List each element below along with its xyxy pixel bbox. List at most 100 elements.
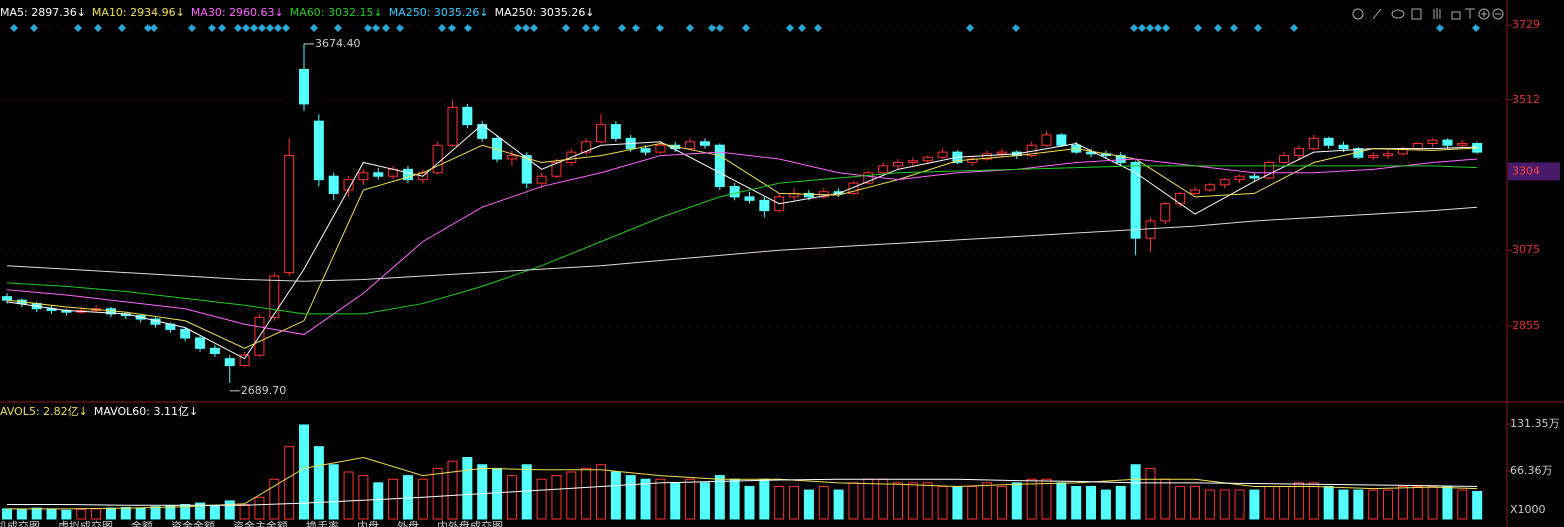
tab[interactable]: 换手率 xyxy=(306,519,339,527)
signal-marker xyxy=(144,24,152,32)
tab[interactable]: 金额 xyxy=(131,519,153,527)
candle-body xyxy=(1279,155,1290,163)
signal-marker xyxy=(396,24,404,32)
candle-body xyxy=(699,141,710,146)
settings-icon[interactable] xyxy=(1352,8,1364,20)
tab[interactable]: 虚拟成交图 xyxy=(58,519,113,527)
volume-bar xyxy=(1234,489,1245,520)
candle-body xyxy=(373,172,384,177)
tab[interactable]: 外盘 xyxy=(397,519,419,527)
volume-bar xyxy=(1412,485,1423,520)
legend: MA5: 2897.36↓ MA10: 2934.96↓ MA30: 2960.63… xyxy=(0,6,595,19)
hand-icon[interactable] xyxy=(1433,8,1441,19)
signal-marker xyxy=(686,24,694,32)
candle-body xyxy=(922,156,933,162)
tab[interactable]: 机成交图 xyxy=(0,519,40,527)
volume-bar xyxy=(358,475,369,520)
volume-bar xyxy=(417,478,428,520)
signal-marker xyxy=(742,24,750,32)
candle-body xyxy=(521,155,532,184)
y-tick-label: 3512 xyxy=(1512,93,1540,106)
volume-bar xyxy=(1219,489,1230,520)
candle-body xyxy=(1383,153,1394,157)
candle-body xyxy=(1190,189,1200,194)
volume-bar xyxy=(818,485,829,520)
candle-body xyxy=(878,165,889,174)
volume-bar xyxy=(536,478,547,520)
signal-marker xyxy=(1162,24,1170,32)
candle-body xyxy=(1234,175,1245,181)
volume-bar xyxy=(744,485,755,520)
signal-marker xyxy=(1130,24,1138,32)
candle-body xyxy=(1264,161,1275,179)
tab[interactable]: 内外盘成交图 xyxy=(437,519,503,527)
volume-bar xyxy=(878,478,889,520)
zoom-out-icon[interactable] xyxy=(1492,8,1504,20)
volume-bar xyxy=(284,446,295,520)
signal-marker xyxy=(1290,24,1298,32)
volume-bar xyxy=(1026,478,1037,520)
volume-bar xyxy=(150,506,161,520)
candle-body xyxy=(759,199,770,212)
candle-body xyxy=(551,161,562,177)
signal-marker xyxy=(382,24,390,32)
volume-bar xyxy=(670,482,681,520)
volume-bar xyxy=(1427,485,1438,520)
tab[interactable]: 资金金额 xyxy=(171,519,215,527)
volume-bar xyxy=(1397,485,1408,520)
signal-marker xyxy=(1154,24,1162,32)
candle-body xyxy=(328,175,339,194)
draw-icon[interactable] xyxy=(1372,8,1382,20)
candle-body xyxy=(893,161,903,167)
signal-marker xyxy=(448,24,456,32)
signal-marker xyxy=(618,24,626,32)
volume-bar xyxy=(1457,489,1468,520)
candle-body xyxy=(937,151,948,158)
volume-bar xyxy=(1011,482,1022,520)
candle-body xyxy=(907,160,918,163)
volume-bar xyxy=(432,467,443,520)
signal-marker xyxy=(150,24,158,32)
candle-body xyxy=(284,155,295,274)
signal-marker xyxy=(514,24,522,32)
candle-body xyxy=(195,337,206,349)
signal-marker xyxy=(266,24,274,32)
signal-marker xyxy=(1012,24,1020,32)
view-icon[interactable] xyxy=(1391,9,1405,19)
tab[interactable]: 资金主金额 xyxy=(233,519,288,527)
copy-icon[interactable] xyxy=(1411,8,1422,20)
volume-bar xyxy=(343,471,354,520)
candle-body xyxy=(1115,155,1126,163)
candle-body xyxy=(209,347,220,354)
ma-line xyxy=(6,143,1478,349)
volume-bar xyxy=(581,467,592,520)
top-icon[interactable] xyxy=(1465,8,1475,19)
volume-bar xyxy=(699,482,710,520)
candle-body xyxy=(313,120,324,181)
ma-line xyxy=(6,165,1478,315)
volume-bar xyxy=(91,508,102,520)
legend-entry: MAVOL60: 3.11亿↓ xyxy=(94,405,198,418)
lock-icon[interactable] xyxy=(1451,11,1461,20)
signal-marker xyxy=(1138,24,1146,32)
candle-body xyxy=(982,153,993,160)
signal-marker xyxy=(464,24,472,32)
legend-entry: AVOL5: 2.82亿↓ xyxy=(0,405,88,418)
volume-bar xyxy=(269,478,280,520)
candle-body xyxy=(655,144,666,153)
legend-entry: MA10: 2934.96↓ xyxy=(92,6,185,19)
volume-bar xyxy=(1353,489,1364,520)
zoom-in-icon[interactable] xyxy=(1478,8,1490,20)
candle-body xyxy=(1457,143,1468,146)
volume-bar xyxy=(1279,485,1290,520)
signal-marker xyxy=(118,24,126,32)
signal-marker xyxy=(530,24,538,32)
volume-bar xyxy=(477,464,488,520)
volume-bar xyxy=(506,475,517,520)
candle-body xyxy=(610,124,621,139)
volume-bar xyxy=(1383,489,1394,520)
signal-marker xyxy=(1230,24,1238,32)
tab[interactable]: 内盘 xyxy=(357,519,379,527)
